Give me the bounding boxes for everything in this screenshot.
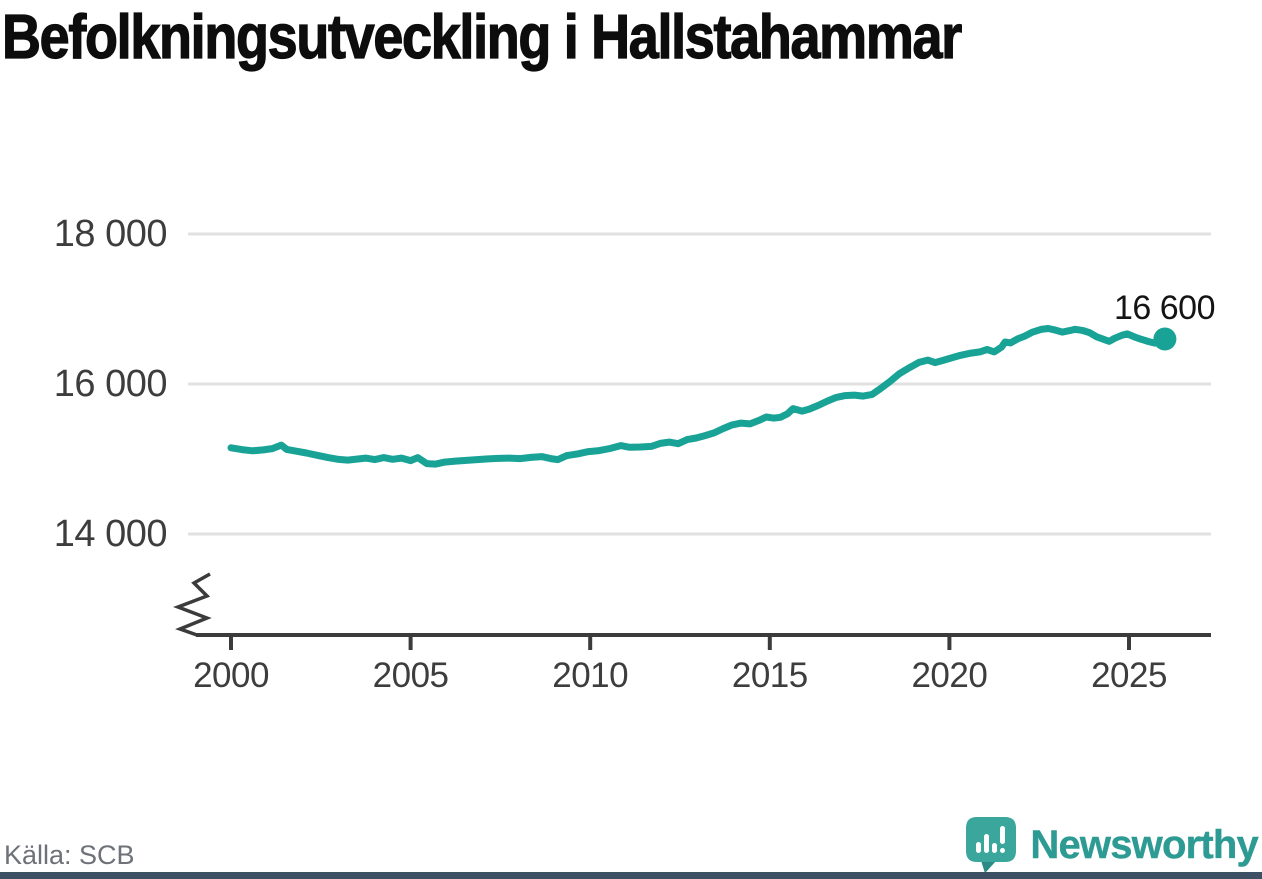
logo-exclamation-dot <box>1000 848 1006 853</box>
logo-bar-2 <box>984 834 990 853</box>
x-tick-label: 2005 <box>372 656 449 695</box>
newsworthy-speech-bubble-bar-chart-icon <box>966 817 1017 873</box>
x-axis-line <box>196 633 1211 637</box>
y-tick-label: 18 000 <box>53 213 168 255</box>
x-axis-ticks <box>229 637 1131 650</box>
x-tick-label: 2020 <box>911 656 988 695</box>
logo-bar-3 <box>992 843 998 853</box>
newsworthy-logo: Newsworthy <box>965 816 1259 874</box>
footer-accent-bar <box>0 872 1262 879</box>
y-tick-label: 14 000 <box>53 513 168 555</box>
logo-exclamation-stem <box>1000 826 1006 844</box>
latest-value-label: 16 600 <box>1114 289 1216 327</box>
source-label: Källa: SCB <box>4 840 135 870</box>
latest-value-dot <box>1153 327 1177 351</box>
population-line-series <box>227 325 1169 468</box>
x-tick-label: 2015 <box>731 656 808 695</box>
y-tick-label: 16 000 <box>53 363 168 405</box>
chart-title: Befolkningsutveckling i Hallstahammar <box>1 2 962 72</box>
x-tick-label: 2000 <box>193 656 269 695</box>
logo-bar-1 <box>976 842 982 853</box>
y-axis-break-icon <box>173 572 212 637</box>
newsworthy-wordmark: Newsworthy <box>1030 822 1259 867</box>
x-tick-label: 2025 <box>1091 656 1167 695</box>
gridlines <box>188 232 1211 536</box>
x-tick-label: 2010 <box>552 656 629 695</box>
